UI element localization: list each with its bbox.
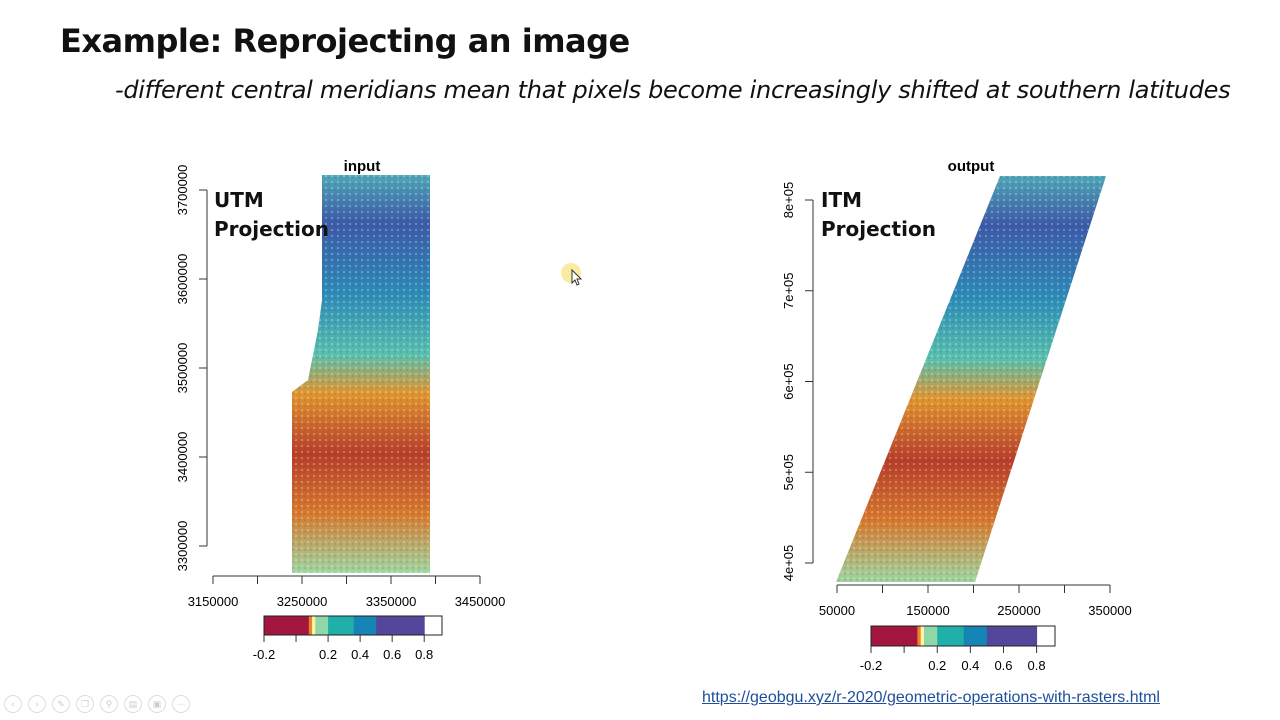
x-tick-label: 3350000	[366, 594, 417, 609]
y-tick-label: 3600000	[175, 254, 190, 305]
annotation-line: Projection	[821, 217, 936, 241]
legend-tick-label: -0.2	[860, 658, 882, 673]
x-tick-label: 350000	[1088, 603, 1131, 618]
legend-color-segment	[986, 626, 1038, 646]
legend-color-segment	[376, 616, 425, 635]
legend-color-segment	[917, 626, 922, 646]
subtitles-icon[interactable]: ▤	[124, 695, 142, 713]
mouse-cursor-icon	[561, 263, 583, 286]
zoom-icon[interactable]: ⚲	[100, 695, 118, 713]
output-map-plot: output 50000 150000 250000 350000 4e+05 5e+05 6…	[781, 158, 1132, 673]
y-tick-label: 8e+05	[781, 182, 796, 219]
legend-color-segment	[328, 616, 355, 635]
legend-tick-label: 0.4	[961, 658, 979, 673]
y-tick-label: 3500000	[175, 343, 190, 394]
raster-texture	[292, 175, 430, 573]
utm-projection-label: UTM Projection	[214, 186, 329, 244]
x-tick-label: 3150000	[188, 594, 239, 609]
x-tick-label: 50000	[819, 603, 855, 618]
source-link[interactable]: https://geobgu.xyz/r-2020/geometric-oper…	[702, 689, 1160, 706]
x-tick-label: 3450000	[455, 594, 506, 609]
legend-color-segment	[264, 616, 310, 635]
legend-color-segment	[923, 626, 938, 646]
legend-color-segment	[315, 616, 329, 635]
legend-tick-label: -0.2	[253, 647, 275, 662]
annotation-line: Projection	[214, 217, 329, 241]
legend-tick-label: 0.4	[351, 647, 369, 662]
legend-tick-label: 0.6	[994, 658, 1012, 673]
legend-color-segment	[963, 626, 988, 646]
plot-title: output	[948, 158, 995, 175]
legend-color-segment	[920, 626, 925, 646]
legend-color-segment	[871, 626, 918, 646]
y-tick-label: 3700000	[175, 165, 190, 216]
previous-icon[interactable]: ‹	[4, 695, 22, 713]
presentation-toolbar: ‹ › ✎ ❐ ⚲ ▤ ▣ ⋯	[4, 695, 190, 713]
annotation-line: ITM	[821, 188, 862, 212]
legend-color-segment	[308, 616, 313, 635]
raster-texture	[836, 176, 1106, 582]
x-tick-label: 250000	[997, 603, 1040, 618]
itm-projection-label: ITM Projection	[821, 186, 936, 244]
y-tick-label: 4e+05	[781, 545, 796, 582]
x-tick-label: 3250000	[277, 594, 328, 609]
camera-icon[interactable]: ▣	[148, 695, 166, 713]
y-tick-label: 5e+05	[781, 454, 796, 491]
legend-tick-label: 0.6	[383, 647, 401, 662]
y-tick-label: 3400000	[175, 432, 190, 483]
y-tick-label: 6e+05	[781, 363, 796, 400]
plot-title: input	[344, 158, 381, 175]
legend-color-segment	[937, 626, 965, 646]
legend-frame	[263, 615, 443, 636]
legend-frame	[870, 625, 1056, 647]
legend-tick-label: 0.8	[415, 647, 433, 662]
y-tick-label: 7e+05	[781, 272, 796, 309]
input-map-plot: input 3150000 3250000 3350000 3450000 3300000…	[175, 158, 505, 662]
pen-icon[interactable]: ✎	[52, 695, 70, 713]
legend-color-segment	[353, 616, 377, 635]
legend-tick-label: 0.2	[928, 658, 946, 673]
legend-color-segment	[312, 616, 316, 635]
legend-tick-label: 0.2	[319, 647, 337, 662]
copy-icon[interactable]: ❐	[76, 695, 94, 713]
slide-subtitle: -different central meridians mean that p…	[115, 76, 1231, 104]
y-tick-label: 3300000	[175, 521, 190, 572]
annotation-line: UTM	[214, 188, 264, 212]
more-icon[interactable]: ⋯	[172, 695, 190, 713]
slide-title: Example: Reprojecting an image	[60, 22, 630, 60]
legend-tick-label: 0.8	[1028, 658, 1046, 673]
next-icon[interactable]: ›	[28, 695, 46, 713]
x-tick-label: 150000	[906, 603, 949, 618]
